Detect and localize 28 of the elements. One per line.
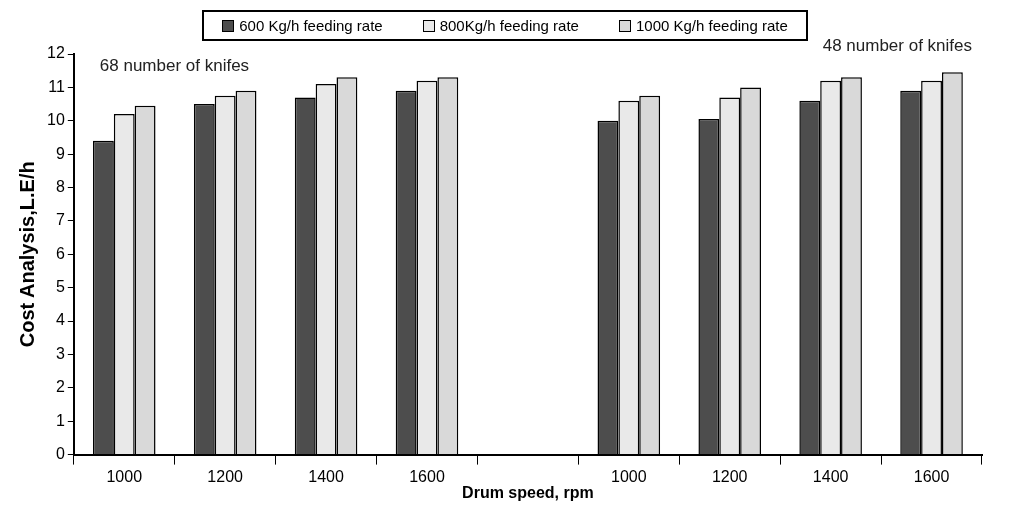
x-tick-label: 1400 xyxy=(812,467,849,485)
legend-label: 1000 Kg/h feeding rate xyxy=(635,17,788,34)
x-tick-label: 1600 xyxy=(913,467,950,485)
x-tick-label: 1200 xyxy=(711,467,748,485)
x-tick-label: 1000 xyxy=(611,467,647,485)
y-tick-label: 8 xyxy=(55,177,65,195)
x-tick-label: 1200 xyxy=(207,467,244,485)
y-axis-title: Cost Analysis,L.E/h xyxy=(15,161,38,348)
y-tick-label: 12 xyxy=(47,44,65,62)
y-tick-label: 10 xyxy=(47,111,65,129)
x-axis-title: Drum speed, rpm xyxy=(462,483,594,501)
y-tick-label: 7 xyxy=(55,211,65,229)
legend-label: 600 Kg/h feeding rate xyxy=(239,17,383,34)
x-tick-label: 1600 xyxy=(409,467,445,485)
y-tick-label: 5 xyxy=(55,278,65,296)
y-tick-label: 1 xyxy=(55,411,65,429)
annotation: 48 number of knifes xyxy=(822,36,972,56)
x-tick-label: 1400 xyxy=(308,467,344,485)
annotation: 68 number of knifes xyxy=(99,56,250,76)
legend-label: 800Kg/h feeding rate xyxy=(439,17,579,34)
y-tick-label: 9 xyxy=(55,144,65,162)
y-tick-label: 11 xyxy=(48,77,65,95)
y-tick-label: 0 xyxy=(55,445,65,463)
y-tick-label: 6 xyxy=(55,244,65,262)
y-tick-label: 3 xyxy=(55,344,65,362)
y-tick-label: 2 xyxy=(55,378,65,396)
y-tick-label: 4 xyxy=(55,311,65,329)
x-tick-label: 1000 xyxy=(106,467,143,485)
